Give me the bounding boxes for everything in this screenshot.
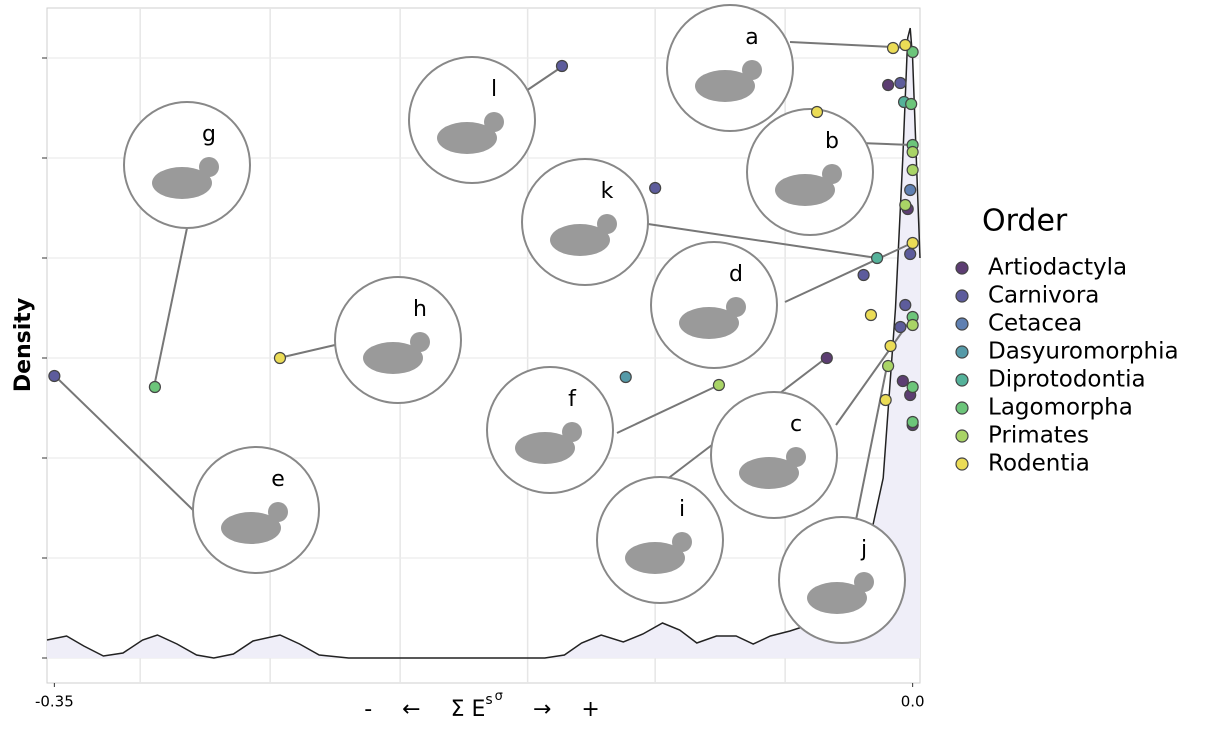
callout-label: b [825, 129, 839, 154]
legend: ArtiodactylaCarnivoraCetaceaDasyuromorph… [956, 204, 1179, 477]
callout-label: h [413, 297, 427, 322]
callout-label: g [202, 122, 216, 147]
x-axis-label: - ← Σ Esσ → + [364, 689, 600, 723]
callout-circle [487, 367, 613, 493]
x-axis-label-part: s [485, 692, 492, 708]
x-tick-label: 0.0 [901, 693, 925, 711]
callout-circle [667, 5, 793, 131]
point [900, 200, 911, 211]
x-axis-label-part: Σ E [451, 697, 486, 722]
point [149, 382, 160, 393]
point [556, 61, 567, 72]
callout-circle [409, 57, 535, 183]
legend-label: Artiodactyla [988, 255, 1127, 281]
callout-circle [779, 517, 905, 643]
callout-label: a [745, 25, 758, 50]
legend-label: Primates [988, 423, 1089, 449]
legend-label: Lagomorpha [988, 395, 1133, 421]
callout-circle [124, 102, 250, 228]
point [883, 361, 894, 372]
callout-label: d [729, 262, 743, 287]
point [907, 320, 918, 331]
point [620, 372, 631, 383]
animal-silhouette [597, 214, 617, 234]
point [888, 43, 899, 54]
point [650, 183, 661, 194]
point [858, 270, 869, 281]
animal-silhouette [199, 157, 219, 177]
point [885, 341, 896, 352]
legend-label: Cetacea [988, 311, 1082, 337]
legend-title: Order [982, 204, 1068, 239]
point [895, 322, 906, 333]
point [713, 380, 724, 391]
point [907, 417, 918, 428]
callout-circle [597, 477, 723, 603]
point [900, 40, 911, 51]
x-axis-label-part: ← [402, 697, 420, 722]
animal-silhouette [410, 332, 430, 352]
point [907, 238, 918, 249]
callout-circle [335, 277, 461, 403]
point [883, 80, 894, 91]
y-axis-label: Density [11, 298, 36, 392]
animal-silhouette [786, 447, 806, 467]
callout-label: c [790, 412, 802, 437]
point [812, 107, 823, 118]
legend-label: Diprotodontia [988, 367, 1146, 393]
point [905, 249, 916, 260]
callout-label: f [568, 387, 577, 412]
point [872, 253, 883, 264]
page: {"chart_data": { "type": "scatter", "y_l… [0, 0, 1215, 729]
animal-silhouette [854, 572, 874, 592]
legend-marker [956, 262, 968, 274]
legend-marker [956, 458, 968, 470]
callout-label: j [860, 537, 867, 562]
x-axis-label-part: + [581, 697, 599, 722]
point [900, 300, 911, 311]
callout-label: l [491, 77, 497, 102]
point [897, 376, 908, 387]
callout-circle [747, 109, 873, 235]
animal-silhouette [822, 164, 842, 184]
point [865, 310, 876, 321]
point [895, 78, 906, 89]
point [907, 147, 918, 158]
animal-silhouette [268, 502, 288, 522]
callout-circle [651, 242, 777, 368]
callout-circle [711, 392, 837, 518]
point [905, 185, 916, 196]
x-tick-label: -0.35 [35, 693, 74, 711]
callout-circle [193, 447, 319, 573]
x-axis-label-part: → [533, 697, 551, 722]
legend-label: Carnivora [988, 283, 1099, 309]
legend-marker [956, 430, 968, 442]
animal-silhouette [742, 60, 762, 80]
legend-marker [956, 290, 968, 302]
legend-marker [956, 318, 968, 330]
legend-marker [956, 374, 968, 386]
animal-silhouette [726, 297, 746, 317]
x-axis-label-part: σ [495, 689, 503, 704]
point [274, 353, 285, 364]
legend-label: Dasyuromorphia [988, 339, 1179, 365]
animal-silhouette [562, 422, 582, 442]
point [907, 382, 918, 393]
point [906, 99, 917, 110]
point [880, 395, 891, 406]
animal-silhouette [672, 532, 692, 552]
callout-label: i [679, 497, 685, 522]
point [821, 353, 832, 364]
callout-label: e [271, 467, 285, 492]
animal-silhouette [484, 112, 504, 132]
x-axis-label-part: - [364, 697, 372, 722]
point [907, 165, 918, 176]
chart: a b c d e f g h i j k l -0.35 0.0 - ← Σ Esσ → + Artiodact… [0, 0, 1215, 729]
legend-marker [956, 402, 968, 414]
callout-circle [522, 159, 648, 285]
legend-marker [956, 346, 968, 358]
point [49, 371, 60, 382]
legend-label: Rodentia [988, 451, 1090, 477]
callout-label: k [601, 179, 614, 204]
